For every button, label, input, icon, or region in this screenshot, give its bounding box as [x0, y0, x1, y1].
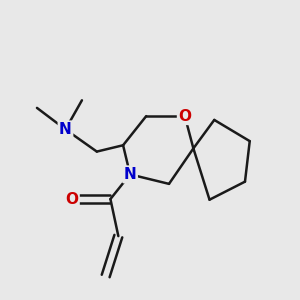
Text: O: O	[65, 192, 78, 207]
Text: N: N	[124, 167, 136, 182]
Text: O: O	[178, 109, 191, 124]
Text: N: N	[59, 122, 72, 137]
